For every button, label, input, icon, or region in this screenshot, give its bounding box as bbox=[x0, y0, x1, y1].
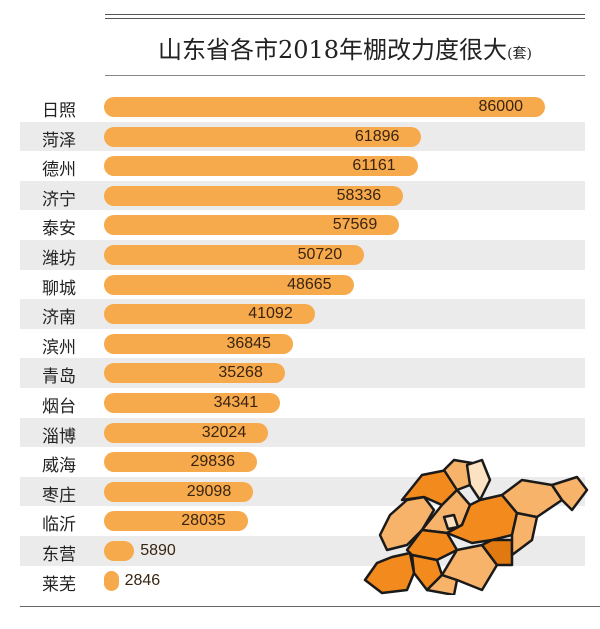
data-label: 48665 bbox=[287, 275, 332, 293]
data-label: 2846 bbox=[124, 571, 161, 589]
data-label: 86000 bbox=[478, 98, 524, 115]
data-label: 61896 bbox=[354, 127, 400, 145]
map-region bbox=[363, 551, 416, 595]
bar bbox=[104, 215, 400, 236]
data-label: 58336 bbox=[336, 186, 382, 204]
data-label: 29098 bbox=[186, 482, 232, 500]
data-label: 36845 bbox=[226, 334, 271, 352]
data-label: 28035 bbox=[181, 512, 226, 530]
map-region bbox=[442, 513, 460, 531]
data-label: 41092 bbox=[248, 305, 293, 323]
category-label: 济宁 bbox=[42, 189, 76, 210]
bar-row: 聊城 48665 bbox=[20, 270, 585, 300]
bar bbox=[104, 363, 285, 384]
bar bbox=[104, 274, 354, 295]
category-label: 滨州 bbox=[42, 337, 76, 358]
category-label: 烟台 bbox=[42, 397, 76, 417]
title-rule-top bbox=[105, 14, 585, 15]
title-text: 山东省各市2018年棚改力度很大 bbox=[157, 36, 508, 64]
bar-row: 日照 86000 bbox=[20, 92, 585, 122]
bar-row: 济宁 58336 bbox=[20, 180, 585, 211]
bar bbox=[104, 245, 365, 265]
category-label: 莱芜 bbox=[42, 574, 76, 595]
map-region bbox=[510, 511, 539, 557]
data-label: 57569 bbox=[332, 216, 378, 234]
category-label: 德州 bbox=[42, 160, 76, 181]
bar-row: 临沂 28035 bbox=[20, 506, 585, 536]
bar bbox=[104, 481, 254, 502]
bar bbox=[104, 185, 404, 206]
title-rule-top-2 bbox=[105, 18, 585, 19]
bar-row: 德州 61161 bbox=[20, 151, 585, 181]
category-label: 菏泽 bbox=[42, 130, 76, 151]
data-label: 5890 bbox=[140, 542, 176, 559]
bar bbox=[104, 452, 257, 473]
map-region bbox=[465, 458, 492, 502]
chart-title: 山东省各市2018年棚改力度很大(套) bbox=[105, 30, 585, 65]
bar-row: 莱芜 2846 bbox=[20, 566, 585, 596]
category-label: 枣庄 bbox=[42, 485, 76, 506]
category-label: 聊城 bbox=[42, 278, 76, 299]
bar-row: 泰安 57569 bbox=[20, 210, 585, 240]
data-label: 50720 bbox=[297, 246, 343, 263]
bar bbox=[104, 97, 545, 117]
bar bbox=[104, 393, 281, 413]
bar bbox=[104, 126, 422, 147]
bar-row: 威海 29836 bbox=[20, 447, 585, 477]
bar-row: 菏泽 61896 bbox=[20, 121, 585, 152]
category-label: 威海 bbox=[42, 456, 76, 477]
bar-row: 淄博 32024 bbox=[20, 417, 585, 448]
data-label: 32024 bbox=[201, 423, 247, 441]
category-label: 淄博 bbox=[42, 426, 76, 447]
category-label: 东营 bbox=[42, 545, 76, 565]
bar bbox=[104, 304, 315, 325]
map-region bbox=[378, 495, 436, 552]
category-label: 泰安 bbox=[42, 219, 76, 240]
bar bbox=[104, 570, 119, 591]
title-rule-bottom bbox=[105, 75, 585, 76]
data-label: 35268 bbox=[218, 364, 263, 382]
data-label: 61161 bbox=[352, 157, 396, 175]
bar bbox=[104, 422, 269, 443]
data-label: 29836 bbox=[190, 453, 236, 471]
bar-row: 潍坊 50720 bbox=[20, 240, 585, 270]
bar-row: 滨州 36845 bbox=[20, 329, 585, 359]
bar bbox=[104, 333, 293, 354]
map-region bbox=[550, 475, 589, 512]
bar bbox=[104, 156, 418, 177]
category-label: 潍坊 bbox=[42, 249, 76, 269]
bar-row: 济南 41092 bbox=[20, 299, 585, 329]
unit-text: (套) bbox=[507, 46, 532, 62]
shandong-map-illustration bbox=[363, 458, 589, 595]
data-label: 34341 bbox=[213, 394, 259, 411]
category-label: 临沂 bbox=[42, 515, 76, 536]
category-label: 济南 bbox=[42, 308, 76, 329]
bar bbox=[104, 511, 248, 532]
bar-row: 烟台 34341 bbox=[20, 388, 585, 418]
category-label: 青岛 bbox=[42, 367, 76, 388]
bar bbox=[104, 541, 135, 561]
bar-row: 青岛 35268 bbox=[20, 358, 585, 388]
bottom-rule bbox=[20, 606, 600, 607]
category-label: 日照 bbox=[42, 101, 76, 121]
